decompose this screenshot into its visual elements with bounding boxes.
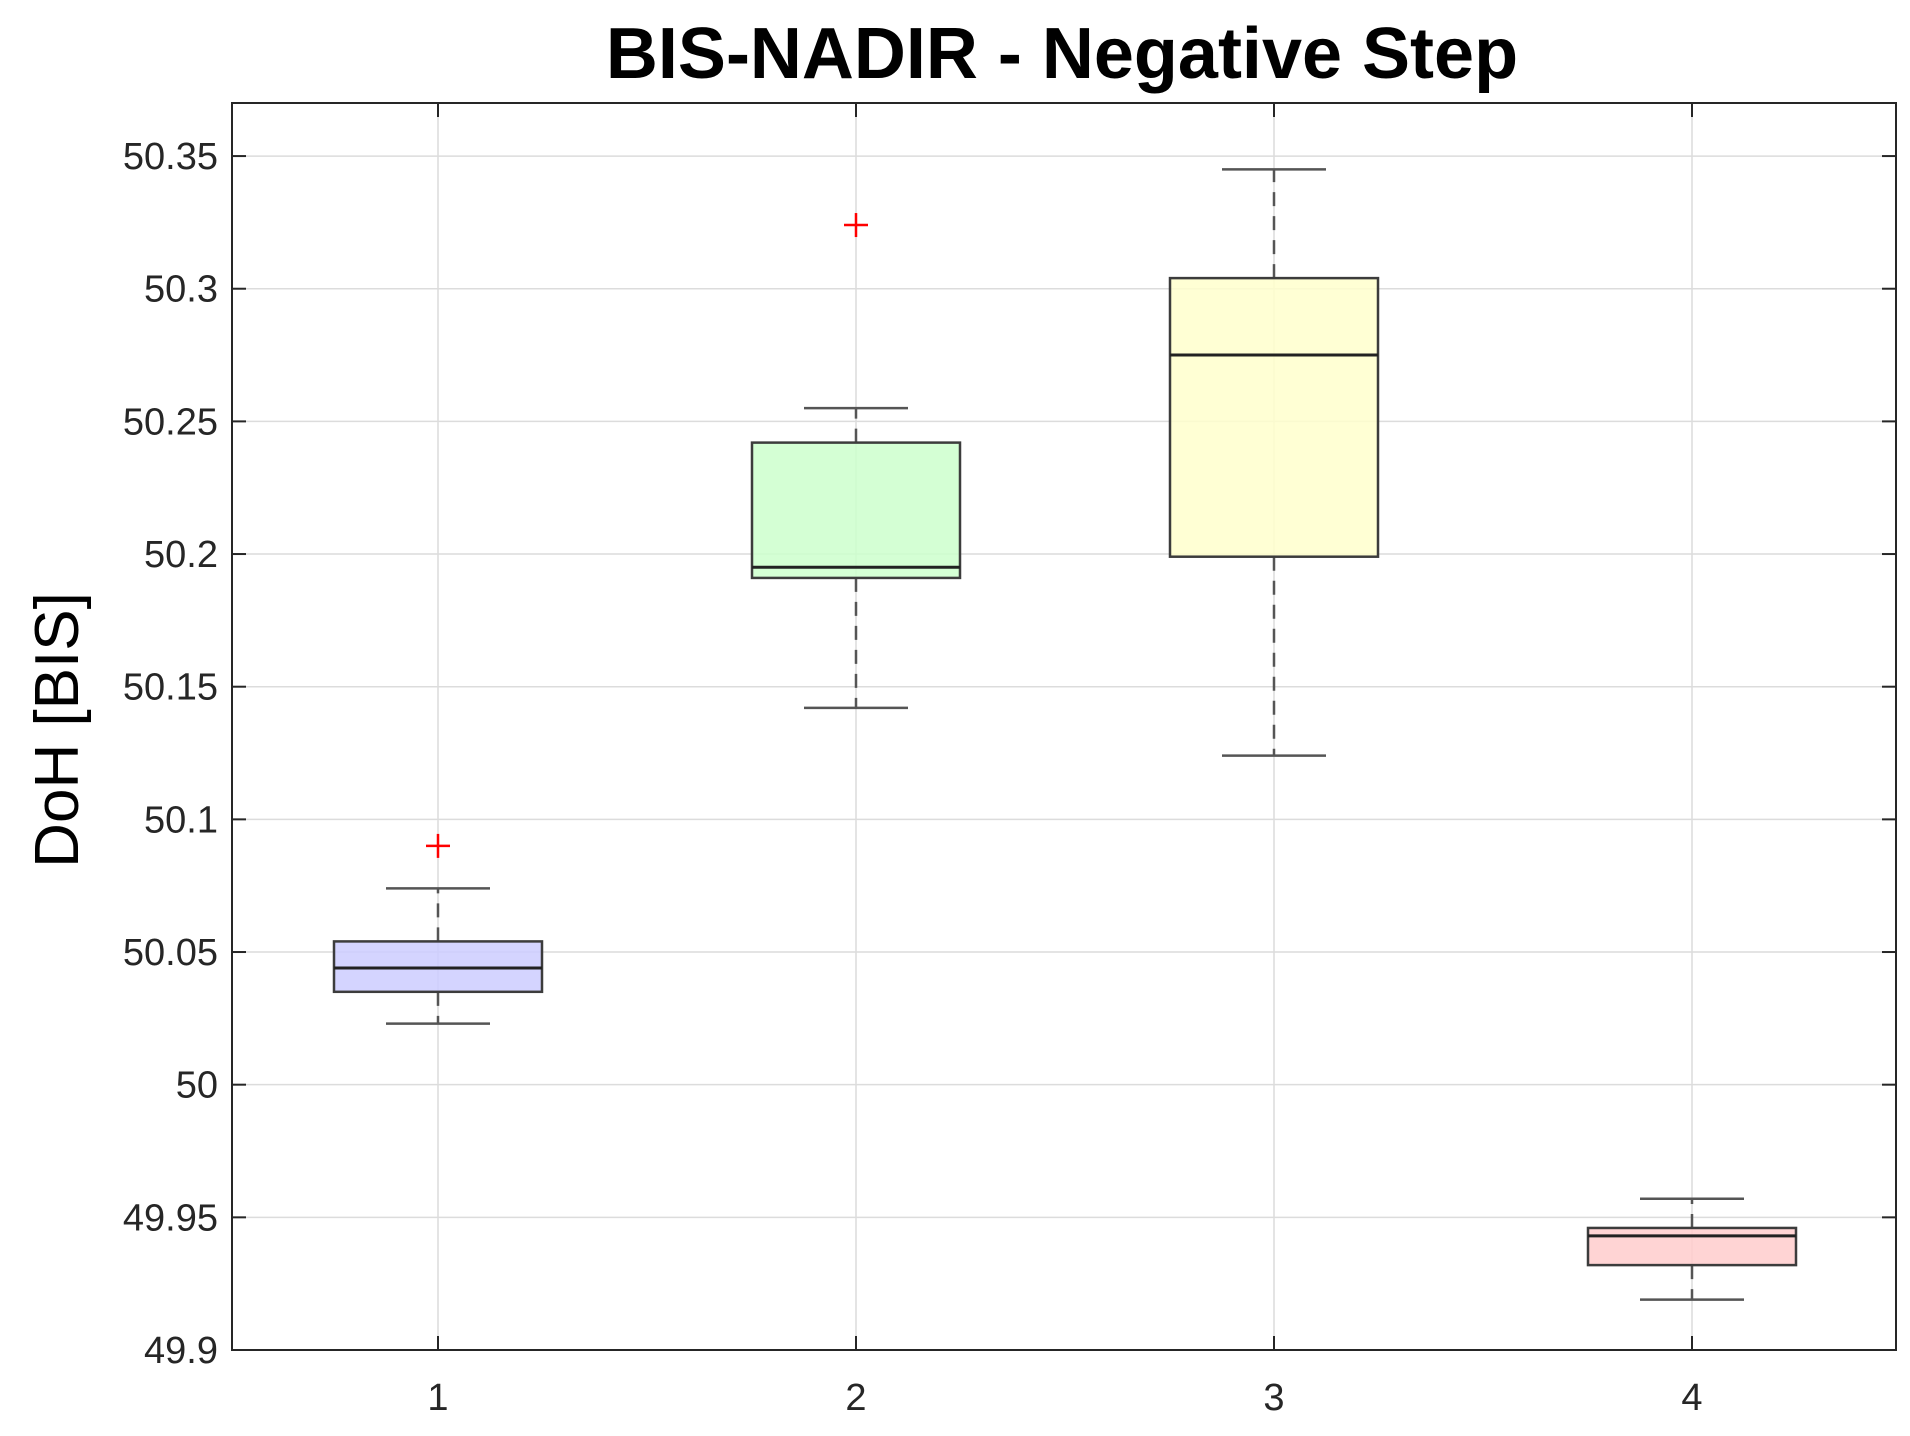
y-tick-label: 49.95 bbox=[123, 1197, 218, 1239]
grid-lines bbox=[232, 103, 1896, 1351]
box-1 bbox=[332, 833, 544, 1025]
box-rect bbox=[1168, 276, 1380, 558]
box-rect bbox=[1586, 1226, 1798, 1267]
x-tick-label: 1 bbox=[427, 1377, 448, 1419]
plot-area bbox=[332, 168, 1798, 1301]
x-axis-ticks: 1 2 3 4 bbox=[427, 103, 1703, 1419]
y-tick-label: 50.05 bbox=[123, 932, 218, 974]
y-axis-label: DoH [BIS] bbox=[23, 592, 92, 868]
y-tick-label: 50 bbox=[176, 1065, 218, 1107]
box-3 bbox=[1168, 168, 1380, 757]
y-tick-label: 49.9 bbox=[144, 1330, 218, 1372]
y-tick-label: 50.1 bbox=[144, 799, 218, 841]
y-tick-label: 50.25 bbox=[123, 401, 218, 443]
y-tick-label: 50.35 bbox=[123, 136, 218, 178]
y-tick-label: 50.15 bbox=[123, 667, 218, 709]
y-tick-label: 50.3 bbox=[144, 269, 218, 311]
x-tick-label: 4 bbox=[1681, 1377, 1702, 1419]
box-2 bbox=[750, 213, 962, 710]
outlier-marker bbox=[844, 213, 868, 238]
box-rect bbox=[750, 441, 962, 580]
chart-title: BIS-NADIR - Negative Step bbox=[606, 14, 1518, 94]
x-tick-label: 3 bbox=[1263, 1377, 1284, 1419]
axes-frame bbox=[231, 102, 1897, 1351]
y-tick-label: 50.2 bbox=[144, 534, 218, 576]
x-tick-label: 2 bbox=[845, 1377, 866, 1419]
outlier-marker bbox=[426, 833, 450, 858]
box-4 bbox=[1586, 1197, 1798, 1301]
y-axis-ticks: 49.9 49.95 50 50.05 50.1 50.15 50.2 50.25 50.3 50… bbox=[123, 136, 1896, 1372]
